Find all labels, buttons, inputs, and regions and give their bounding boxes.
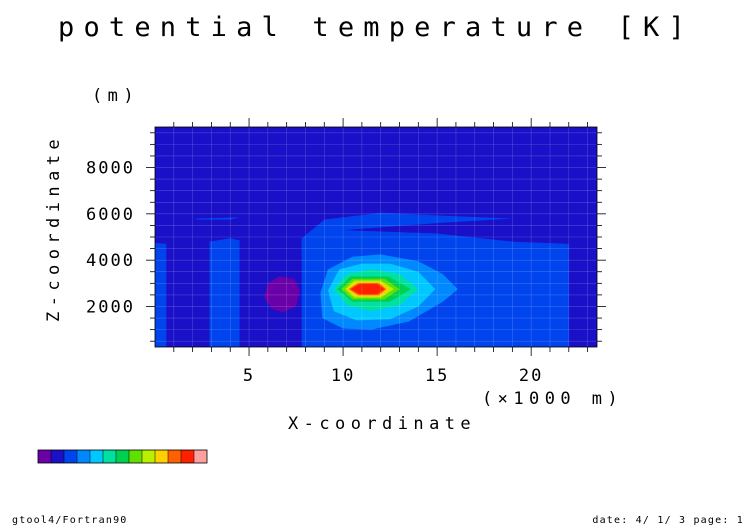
- colorbar-swatch: [51, 450, 64, 463]
- x-tick-label: 5: [243, 366, 255, 386]
- chart-title: potential temperature [K]: [58, 12, 694, 43]
- contour-region: [196, 217, 240, 220]
- contour-region: [155, 242, 167, 347]
- y-axis-label: Z-coordinate: [44, 133, 64, 322]
- y-tick-label: 2000: [86, 297, 135, 317]
- colorbar-swatch: [181, 450, 194, 463]
- contour-region: [301, 212, 513, 347]
- contour-region: [264, 276, 300, 313]
- colorbar-swatch: [103, 450, 116, 463]
- colorbar-swatch: [38, 450, 51, 463]
- y-axis-unit: (m): [92, 86, 140, 106]
- contour-region: [350, 283, 385, 295]
- x-tick-label: 15: [425, 366, 449, 386]
- y-tick-label: 8000: [86, 159, 135, 179]
- x-tick-label: 10: [331, 366, 355, 386]
- colorbar-swatch: [168, 450, 181, 463]
- axis-frame: [146, 118, 606, 356]
- colorbar-swatch: [90, 450, 103, 463]
- contour-regions: [155, 212, 569, 347]
- x-axis-label: X-coordinate: [288, 414, 477, 434]
- contour-region: [209, 238, 240, 347]
- colorbar-frame: [37, 449, 208, 464]
- x-tick-label: 20: [519, 366, 543, 386]
- colorbar-swatch: [129, 450, 142, 463]
- colorbar-swatch: [142, 450, 155, 463]
- colorbar-swatch: [77, 450, 90, 463]
- colorbar: [37, 449, 208, 464]
- footer-date-page: date: 4/ 1/ 3 page: 1: [592, 515, 744, 526]
- colorbar-swatch: [116, 450, 129, 463]
- gridlines: [155, 127, 597, 347]
- y-tick-label: 4000: [86, 251, 135, 271]
- y-tick-label: 6000: [86, 205, 135, 225]
- colorbar-swatch: [64, 450, 77, 463]
- x-axis-unit: (×1000 m): [482, 389, 624, 409]
- footer-program: gtool4/Fortran90: [12, 515, 128, 526]
- tick-labels: 5 10 15 20 2000 4000 6000 8000: [86, 159, 543, 386]
- colorbar-swatch: [194, 450, 207, 463]
- colorbar-swatch: [155, 450, 168, 463]
